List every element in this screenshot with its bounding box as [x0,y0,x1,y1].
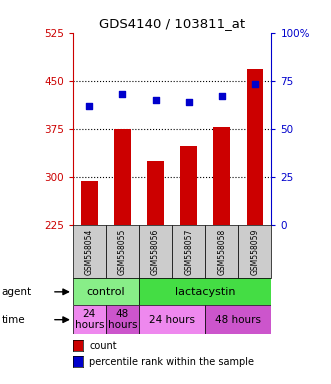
Bar [81,181,98,225]
Bar [73,225,106,278]
Bar [73,305,106,334]
Text: GSM558055: GSM558055 [118,228,127,275]
Bar [247,69,263,225]
Text: 24
hours: 24 hours [74,309,104,331]
Bar [139,305,205,334]
Text: time: time [2,315,25,325]
Bar [73,278,139,305]
Text: 48
hours: 48 hours [108,309,137,331]
Text: 48 hours: 48 hours [215,314,261,325]
Point [186,99,191,105]
Bar [205,305,271,334]
Bar [180,146,197,225]
Text: GSM558057: GSM558057 [184,228,193,275]
Bar [205,225,238,278]
Title: GDS4140 / 103811_at: GDS4140 / 103811_at [99,17,245,30]
Text: 24 hours: 24 hours [149,314,195,325]
Text: GSM558056: GSM558056 [151,228,160,275]
Point [87,103,92,109]
Point [153,97,158,103]
Bar [172,225,205,278]
Point [219,93,224,99]
Point [120,91,125,97]
Text: GSM558059: GSM558059 [250,228,260,275]
Text: lactacystin: lactacystin [175,287,235,297]
Text: control: control [87,287,125,297]
Text: agent: agent [2,287,32,297]
Bar [106,305,139,334]
Bar [139,225,172,278]
Bar [213,127,230,225]
Bar [238,225,271,278]
Text: count: count [89,341,117,351]
Bar [139,278,271,305]
Text: GSM558054: GSM558054 [85,228,94,275]
Point [252,81,258,88]
Text: percentile rank within the sample: percentile rank within the sample [89,357,254,367]
Bar [114,129,131,225]
Bar [147,161,164,225]
Text: GSM558058: GSM558058 [217,228,226,275]
Bar [106,225,139,278]
